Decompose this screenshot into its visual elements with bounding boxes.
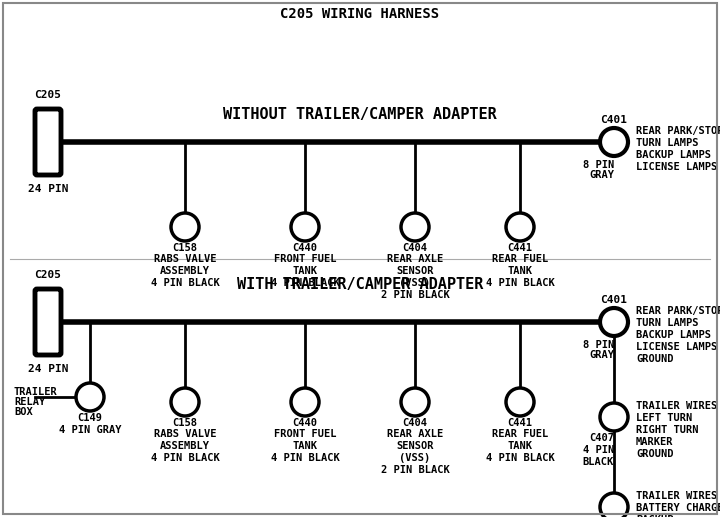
Circle shape <box>401 213 429 241</box>
Circle shape <box>76 383 104 411</box>
Text: 24 PIN: 24 PIN <box>28 364 68 374</box>
Text: WITHOUT TRAILER/CAMPER ADAPTER: WITHOUT TRAILER/CAMPER ADAPTER <box>223 107 497 122</box>
Text: BACKUP LAMPS: BACKUP LAMPS <box>636 150 711 160</box>
Text: LEFT TURN: LEFT TURN <box>636 413 692 423</box>
Text: TANK: TANK <box>292 441 318 451</box>
Text: BATTERY CHARGE: BATTERY CHARGE <box>636 503 720 513</box>
Text: REAR PARK/STOP: REAR PARK/STOP <box>636 126 720 136</box>
Text: C440: C440 <box>292 243 318 253</box>
Text: RABS VALVE: RABS VALVE <box>154 429 216 439</box>
Text: 4 PIN GRAY: 4 PIN GRAY <box>59 425 121 435</box>
Text: SENSOR: SENSOR <box>396 441 433 451</box>
Text: REAR AXLE: REAR AXLE <box>387 429 443 439</box>
Text: MARKER: MARKER <box>636 437 673 447</box>
Circle shape <box>171 213 199 241</box>
Text: 8 PIN: 8 PIN <box>582 340 614 350</box>
Text: TURN LAMPS: TURN LAMPS <box>636 318 698 328</box>
Text: C404: C404 <box>402 243 428 253</box>
Text: RIGHT TURN: RIGHT TURN <box>636 425 698 435</box>
Text: C158: C158 <box>173 418 197 428</box>
Text: TANK: TANK <box>508 266 533 276</box>
Text: GROUND: GROUND <box>636 354 673 364</box>
Text: TRAILER: TRAILER <box>14 387 58 397</box>
Text: SENSOR: SENSOR <box>396 266 433 276</box>
Text: LICENSE LAMPS: LICENSE LAMPS <box>636 342 717 352</box>
Text: 4 PIN: 4 PIN <box>582 445 614 455</box>
Text: 4 PIN BLACK: 4 PIN BLACK <box>150 453 220 463</box>
Text: 4 PIN BLACK: 4 PIN BLACK <box>485 453 554 463</box>
Text: C404: C404 <box>402 418 428 428</box>
Text: REAR FUEL: REAR FUEL <box>492 254 548 264</box>
Text: 24 PIN: 24 PIN <box>28 184 68 194</box>
Text: FRONT FUEL: FRONT FUEL <box>274 429 336 439</box>
Circle shape <box>600 128 628 156</box>
Text: 8 PIN: 8 PIN <box>582 160 614 170</box>
FancyBboxPatch shape <box>35 289 61 355</box>
Text: REAR FUEL: REAR FUEL <box>492 429 548 439</box>
Text: BOX: BOX <box>14 407 32 417</box>
Circle shape <box>600 308 628 336</box>
Text: TRAILER WIRES: TRAILER WIRES <box>636 401 717 411</box>
Text: C205: C205 <box>35 270 61 280</box>
Text: 2 PIN BLACK: 2 PIN BLACK <box>381 290 449 300</box>
Text: C205: C205 <box>35 90 61 100</box>
Text: BACKUP: BACKUP <box>636 515 673 517</box>
Text: BLACK: BLACK <box>582 457 614 467</box>
Text: 4 PIN BLACK: 4 PIN BLACK <box>271 278 339 288</box>
Text: C401: C401 <box>600 115 628 125</box>
Text: C401: C401 <box>600 295 628 305</box>
Circle shape <box>600 493 628 517</box>
Text: C441: C441 <box>508 243 533 253</box>
Circle shape <box>171 388 199 416</box>
Text: C205 WIRING HARNESS: C205 WIRING HARNESS <box>280 7 440 21</box>
Text: ASSEMBLY: ASSEMBLY <box>160 441 210 451</box>
Circle shape <box>506 213 534 241</box>
Text: LICENSE LAMPS: LICENSE LAMPS <box>636 162 717 172</box>
Text: BACKUP LAMPS: BACKUP LAMPS <box>636 330 711 340</box>
Text: C407: C407 <box>589 433 614 443</box>
Text: GROUND: GROUND <box>636 449 673 459</box>
Text: TANK: TANK <box>292 266 318 276</box>
Circle shape <box>291 388 319 416</box>
Text: 2 PIN BLACK: 2 PIN BLACK <box>381 465 449 475</box>
Text: GRAY: GRAY <box>589 350 614 360</box>
Text: TRAILER WIRES: TRAILER WIRES <box>636 491 717 501</box>
Text: ASSEMBLY: ASSEMBLY <box>160 266 210 276</box>
Text: REAR PARK/STOP: REAR PARK/STOP <box>636 306 720 316</box>
Text: REAR AXLE: REAR AXLE <box>387 254 443 264</box>
Text: TURN LAMPS: TURN LAMPS <box>636 138 698 148</box>
Text: RELAY: RELAY <box>14 397 45 407</box>
Text: C149: C149 <box>78 413 102 423</box>
Text: TANK: TANK <box>508 441 533 451</box>
Text: 4 PIN BLACK: 4 PIN BLACK <box>485 278 554 288</box>
Text: GRAY: GRAY <box>589 170 614 180</box>
Circle shape <box>506 388 534 416</box>
Text: C440: C440 <box>292 418 318 428</box>
Text: (VSS): (VSS) <box>400 453 431 463</box>
Text: C441: C441 <box>508 418 533 428</box>
Text: 4 PIN BLACK: 4 PIN BLACK <box>271 453 339 463</box>
Text: C158: C158 <box>173 243 197 253</box>
Text: 4 PIN BLACK: 4 PIN BLACK <box>150 278 220 288</box>
FancyBboxPatch shape <box>35 109 61 175</box>
Text: RABS VALVE: RABS VALVE <box>154 254 216 264</box>
Circle shape <box>291 213 319 241</box>
Circle shape <box>600 403 628 431</box>
Text: FRONT FUEL: FRONT FUEL <box>274 254 336 264</box>
Circle shape <box>401 388 429 416</box>
Text: (VSS): (VSS) <box>400 278 431 288</box>
Text: WITH TRAILER/CAMPER ADAPTER: WITH TRAILER/CAMPER ADAPTER <box>237 277 483 292</box>
